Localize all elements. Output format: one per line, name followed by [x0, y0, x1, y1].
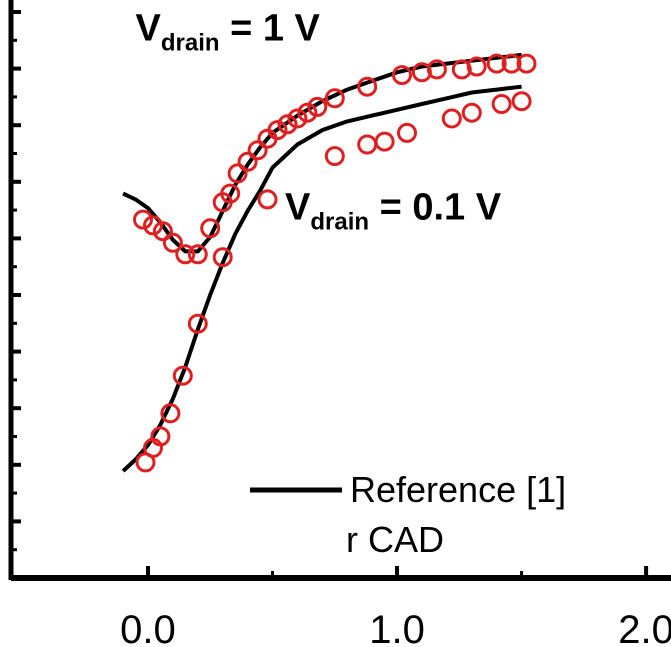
data-point [357, 134, 378, 155]
series-line [121, 84, 522, 473]
legend-label-rcad: r CAD [346, 519, 444, 560]
data-point [466, 56, 487, 77]
data-point [324, 146, 345, 167]
data-point [426, 59, 447, 80]
data-point [175, 244, 196, 265]
data-point [200, 218, 221, 239]
data-point [257, 189, 278, 210]
data-point [220, 183, 241, 204]
data-point [392, 65, 412, 86]
legend: Reference [1] r CAD [250, 469, 566, 560]
data-point [516, 53, 537, 74]
data-point [307, 96, 328, 117]
data-point [150, 426, 171, 447]
rcad-markers [133, 53, 537, 473]
data-point [511, 91, 532, 112]
data-point [133, 209, 153, 230]
x-tick-label: 2.0 [618, 608, 671, 647]
x-ticks [145, 566, 649, 578]
data-point [501, 53, 522, 74]
data-point [486, 53, 507, 74]
data-point [162, 232, 183, 253]
data-point [324, 88, 345, 109]
data-point [227, 163, 248, 184]
data-point [267, 120, 288, 141]
annotation-vdrain-1v: Vdrain = 1 V [136, 8, 321, 57]
data-point [143, 215, 163, 236]
data-point [277, 114, 298, 135]
legend-label-reference: Reference [1] [350, 469, 566, 510]
data-point [441, 108, 462, 129]
data-point [297, 102, 318, 123]
data-point [357, 76, 378, 97]
x-tick-label: 1.0 [369, 608, 425, 647]
data-point [187, 313, 208, 334]
data-point [212, 247, 233, 268]
data-point [237, 151, 258, 172]
y-ticks [11, 10, 21, 580]
data-point [160, 403, 181, 424]
data-point [461, 102, 482, 123]
data-point [374, 131, 395, 152]
data-point [397, 122, 417, 143]
data-point [172, 365, 193, 386]
x-tick-label: 0.0 [120, 608, 176, 647]
data-point [187, 244, 208, 265]
annotation-vdrain-0-1v: Vdrain = 0.1 V [285, 187, 502, 236]
data-point [491, 94, 512, 114]
x-tick-labels: 0.0 1.0 2.0 [120, 608, 671, 647]
data-point [247, 140, 268, 161]
data-point [287, 108, 308, 129]
data-point [152, 221, 173, 242]
